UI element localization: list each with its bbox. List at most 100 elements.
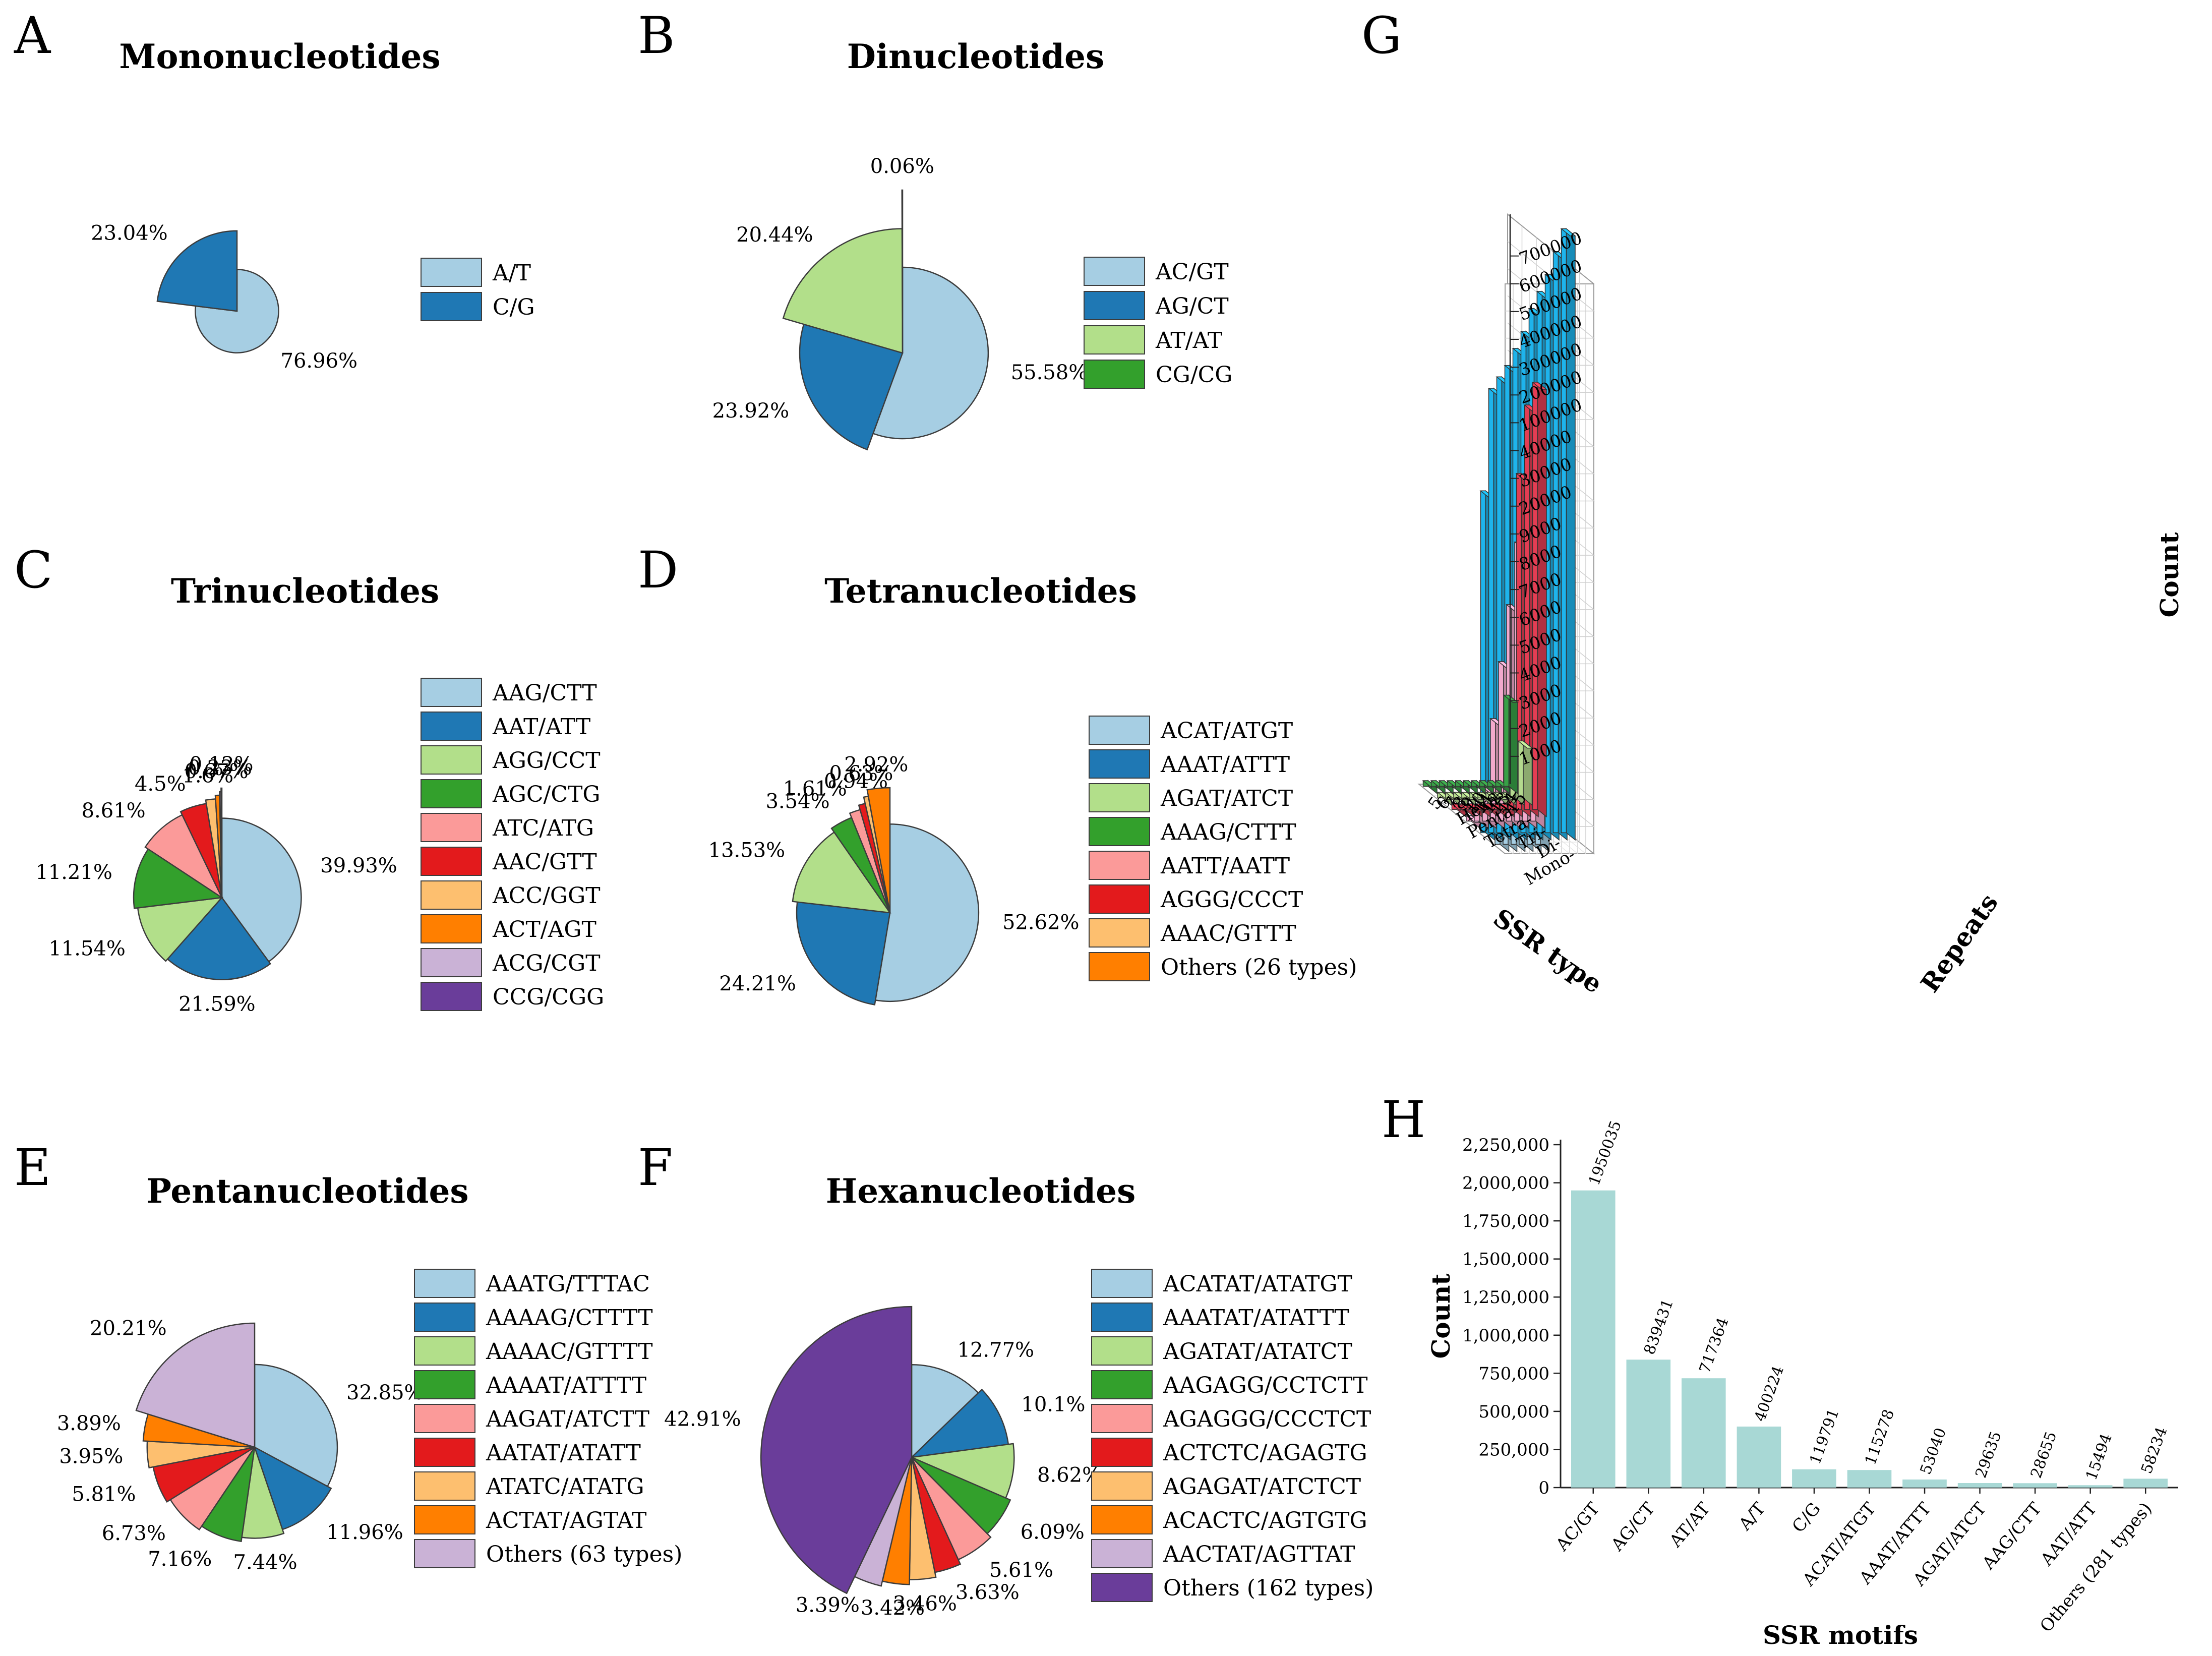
h-y-tick-label: 1,500,000 bbox=[1462, 1250, 1549, 1270]
pie-e-pct-label: 32.85% bbox=[346, 1381, 424, 1404]
pie-b-slice bbox=[782, 228, 904, 354]
panel-g-letter: G bbox=[1361, 6, 1402, 65]
pie-c-legend-swatch bbox=[421, 712, 482, 741]
panel-b-title: Dinucleotides bbox=[847, 37, 1104, 76]
pie-e-pct-label: 3.95% bbox=[59, 1445, 123, 1468]
pie-f-legend-label: AAATAT/ATATTT bbox=[1163, 1305, 1349, 1331]
pie-c-legend-label: AAC/GTT bbox=[492, 849, 597, 875]
pie-d-legend-label: Others (26 types) bbox=[1161, 955, 1357, 980]
pie-f-legend-label: ACATAT/ATATGT bbox=[1163, 1271, 1352, 1297]
pie-d-legend-swatch bbox=[1089, 851, 1150, 880]
g3d-z-axis-label: Count bbox=[2155, 533, 2184, 618]
pie-d-legend-label: AGAT/ATCT bbox=[1160, 786, 1293, 811]
pie-f-legend-label: AGAGAT/ATCTCT bbox=[1163, 1474, 1361, 1500]
pie-b-pct-label: 0.06% bbox=[870, 155, 934, 178]
h-bar bbox=[1792, 1469, 1836, 1488]
pie-e-slice bbox=[135, 1322, 256, 1448]
pie-f-legend-swatch bbox=[1091, 1505, 1153, 1534]
pie-f-legend-swatch bbox=[1091, 1303, 1153, 1332]
h-bar bbox=[1902, 1480, 1947, 1488]
pie-c-slice bbox=[221, 817, 302, 963]
h-y-tick-label: 2,250,000 bbox=[1462, 1135, 1549, 1155]
pie-d-slice bbox=[874, 823, 980, 1002]
g3d-bar-front bbox=[1503, 694, 1510, 787]
h-y-tick-label: 1,000,000 bbox=[1462, 1326, 1549, 1346]
h-y-tick-label: 2,000,000 bbox=[1462, 1173, 1549, 1194]
panel-h-letter: H bbox=[1382, 1090, 1425, 1149]
pie-c-legend-swatch bbox=[421, 982, 482, 1011]
pie-a-slice bbox=[156, 230, 238, 312]
pie-f-pct-label: 3.46% bbox=[893, 1592, 957, 1615]
pie-b-slice bbox=[901, 189, 904, 353]
pie-d-legend-swatch bbox=[1089, 716, 1150, 745]
g3d-bar-top bbox=[1517, 740, 1533, 749]
pie-f-pct-label: 10.1% bbox=[1021, 1393, 1085, 1416]
pie-d-pct-label: 0.63% bbox=[829, 762, 893, 785]
g3d-bar-top bbox=[1560, 228, 1577, 236]
panel-f-title: Hexanucleotides bbox=[826, 1171, 1136, 1211]
pie-f-legend-label: Others (162 types) bbox=[1163, 1575, 1373, 1601]
pie-a-legend-label: A/T bbox=[492, 260, 531, 286]
pie-f-legend-swatch bbox=[1091, 1336, 1153, 1366]
pie-d-pct-label: 52.62% bbox=[1002, 911, 1080, 934]
pie-e-pct-label: 6.73% bbox=[102, 1522, 166, 1545]
pie-e-legend-swatch bbox=[414, 1438, 475, 1467]
pie-c-slice bbox=[166, 897, 271, 980]
pie-e-legend-label: AAAAT/ATTTT bbox=[486, 1373, 646, 1398]
pie-d-legend-swatch bbox=[1089, 783, 1150, 812]
pie-b-legend-label: AT/AT bbox=[1155, 328, 1222, 353]
pie-f-pct-label: 5.61% bbox=[989, 1559, 1053, 1582]
h-y-tick-label: 1,250,000 bbox=[1462, 1287, 1549, 1308]
pie-e-legend-label: Others (63 types) bbox=[486, 1542, 682, 1567]
pie-c-legend-label: ACG/CGT bbox=[492, 951, 601, 976]
pie-c-pct-label: 1.6% bbox=[182, 764, 233, 788]
pie-e-legend-swatch bbox=[414, 1336, 475, 1366]
pie-c-slice bbox=[220, 787, 223, 898]
pie-e-legend-label: AAAAC/GTTTT bbox=[486, 1339, 653, 1365]
pie-c-pct-label: 21.59% bbox=[178, 993, 256, 1016]
pie-c-legend-swatch bbox=[421, 880, 482, 910]
pie-b-pct-label: 20.44% bbox=[736, 223, 813, 247]
pie-f-slice bbox=[760, 1306, 913, 1594]
pie-a-legend-swatch bbox=[421, 292, 482, 321]
h-x-axis-label: SSR motifs bbox=[1763, 1620, 1918, 1650]
pie-e-pct-label: 7.44% bbox=[233, 1551, 297, 1574]
pie-c-pct-label: 0.12% bbox=[189, 753, 253, 776]
pie-f-slice bbox=[911, 1364, 979, 1459]
panel-f-letter: F bbox=[638, 1138, 673, 1197]
pie-e-legend-label: ATATC/ATATG bbox=[486, 1474, 644, 1500]
pie-f-pct-label: 6.09% bbox=[1021, 1520, 1085, 1544]
panel-c: C Trinucleotides 39.93% 21.59% 11.54% 11.21… bbox=[14, 541, 604, 1016]
pie-f-legend-label: AAGAGG/CCTCTT bbox=[1163, 1373, 1367, 1398]
panel-c-letter: C bbox=[14, 541, 53, 600]
h-bar bbox=[1957, 1483, 2002, 1488]
pie-d-legend-swatch bbox=[1089, 749, 1150, 779]
pie-e-pct-label: 5.81% bbox=[72, 1483, 136, 1506]
panel-a: A Mononucleotides 76.96% 23.04% A/T C/G bbox=[14, 6, 535, 373]
pie-e-legend-swatch bbox=[414, 1505, 475, 1534]
pie-c-pct-label: 4.5% bbox=[135, 773, 186, 796]
panel-a-title: Mononucleotides bbox=[119, 37, 440, 76]
pie-a-legend-label: C/G bbox=[493, 294, 535, 320]
pie-e-pct-label: 7.16% bbox=[148, 1548, 212, 1571]
pie-e-legend-label: ACTAT/AGTAT bbox=[486, 1508, 647, 1533]
pie-c-legend-swatch bbox=[421, 948, 482, 977]
pie-e-legend-label: AATAT/ATATT bbox=[486, 1440, 641, 1466]
pie-e-legend-swatch bbox=[414, 1404, 475, 1433]
pie-c-legend-swatch bbox=[421, 745, 482, 775]
panel-e: E Pentanucleotides 32.85% 11.96% 7.44% 7.16… bbox=[14, 1138, 682, 1574]
pie-a-slice bbox=[195, 269, 279, 353]
pie-c-legend-label: AAT/ATT bbox=[492, 714, 590, 740]
pie-c-legend-label: AAG/CTT bbox=[492, 680, 597, 706]
h-y-tick-label: 500,000 bbox=[1478, 1402, 1549, 1422]
pie-b-legend-swatch bbox=[1084, 257, 1145, 286]
panel-c-title: Trinucleotides bbox=[171, 571, 439, 611]
pie-f-pct-label: 42.91% bbox=[664, 1407, 741, 1431]
panel-e-title: Pentanucleotides bbox=[146, 1171, 468, 1211]
h-bar bbox=[1571, 1190, 1616, 1488]
pie-d-legend-swatch bbox=[1089, 817, 1150, 846]
pie-f-slice bbox=[910, 1388, 1009, 1458]
panel-d-letter: D bbox=[638, 541, 678, 600]
panel-b: B Dinucleotides 55.58% 23.92% 20.44% 0.06% A… bbox=[638, 6, 1232, 451]
pie-b-slice bbox=[799, 323, 904, 451]
